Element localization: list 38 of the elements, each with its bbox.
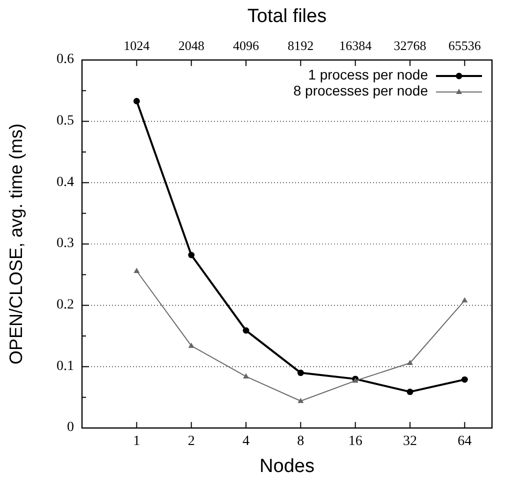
x-tick-label: 4 [242, 434, 250, 449]
point [461, 376, 468, 383]
point [243, 373, 249, 378]
point [297, 370, 304, 376]
legend-label: 8 processes per node [293, 82, 428, 99]
x2-tick-label: 8192 [288, 38, 314, 53]
point [134, 268, 140, 273]
x2-tick-label: 4096 [233, 38, 260, 53]
x2-tick-label: 32768 [394, 38, 426, 53]
y-tick-label: 0.1 [56, 358, 74, 374]
point [188, 252, 195, 258]
x-tick-label: 16 [348, 434, 362, 449]
y-tick-label: 0.6 [56, 52, 74, 68]
x-tick-label: 2 [188, 434, 195, 449]
x-tick-label: 8 [297, 434, 304, 449]
x-tick-label: 1 [133, 434, 140, 449]
x2-axis-title: Total files [247, 6, 327, 27]
point [462, 297, 468, 302]
x-tick-label: 64 [458, 434, 472, 449]
legend-label: 1 process per node [308, 66, 428, 83]
point [133, 98, 140, 104]
y-tick-label: 0.4 [56, 174, 74, 190]
point [188, 342, 194, 348]
x2-tick-label: 1024 [124, 38, 150, 53]
y-tick-label: 0.5 [56, 114, 74, 129]
y-axis-title: OPEN/CLOSE, avg. time (ms) [6, 123, 26, 365]
x2-tick-label: 65536 [448, 38, 482, 53]
point [407, 360, 413, 365]
x-tick-label: 32 [403, 434, 417, 449]
point [298, 398, 304, 404]
point [406, 388, 414, 396]
x-axis-title: Nodes [260, 456, 314, 477]
y-tick-label: 0 [67, 420, 74, 436]
y-tick-label: 0.3 [56, 236, 74, 252]
point [242, 327, 250, 334]
x2-tick-label: 2048 [178, 38, 204, 53]
y-tick-label: 0.2 [56, 298, 74, 313]
x2-tick-label: 16384 [339, 38, 372, 53]
